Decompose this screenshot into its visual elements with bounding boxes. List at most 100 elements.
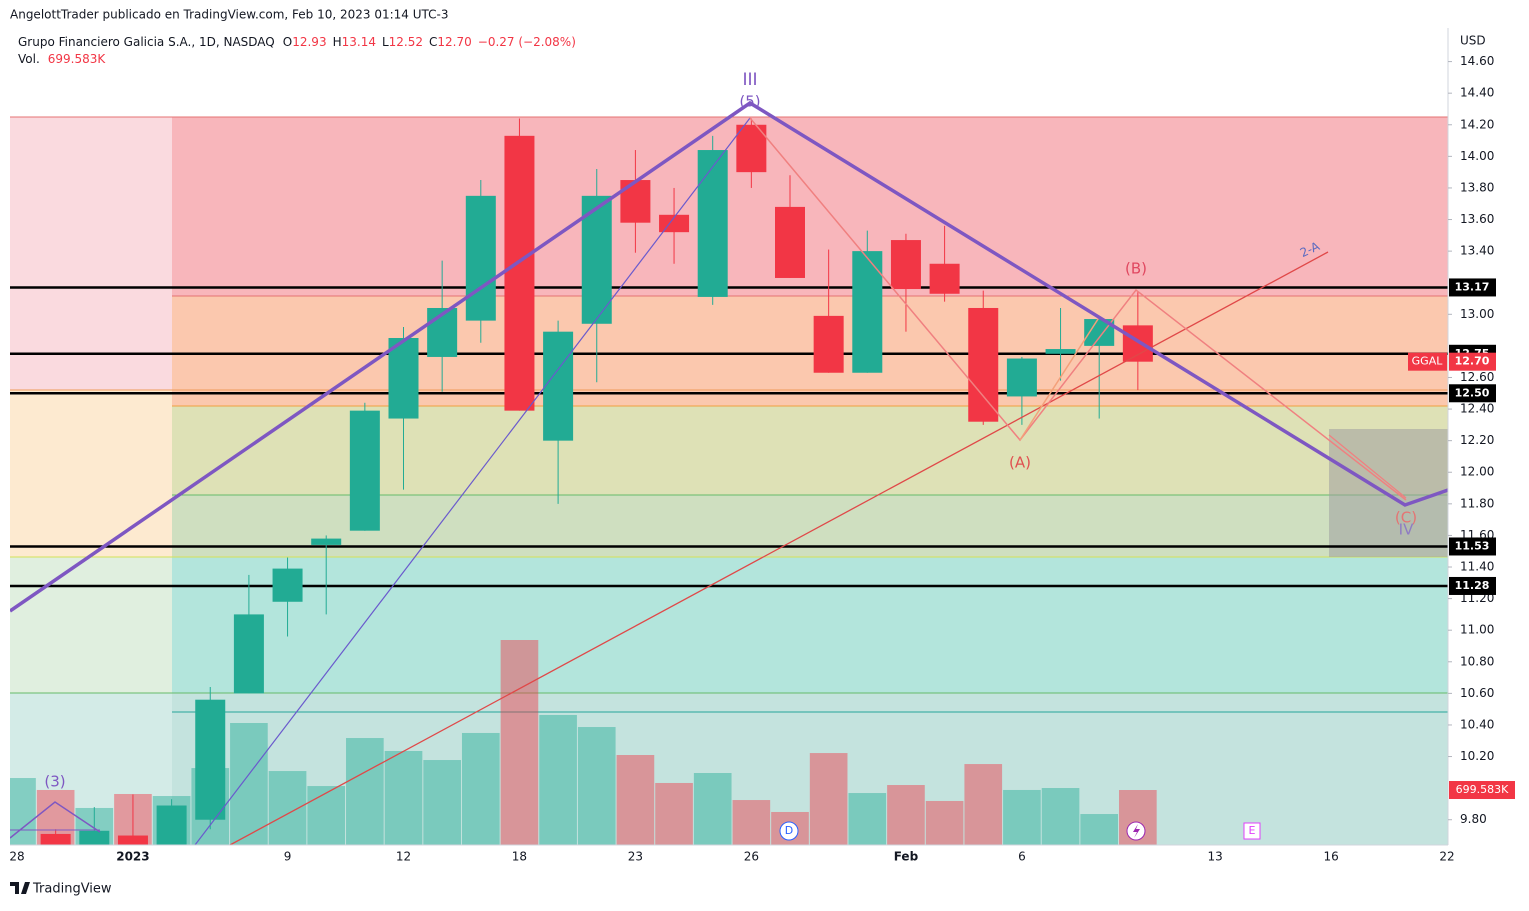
volume-bar xyxy=(1080,814,1119,845)
volume-bar xyxy=(1003,789,1041,845)
candle-body xyxy=(620,180,651,223)
volume-bar xyxy=(964,764,1003,845)
volume-bar xyxy=(925,800,964,845)
candle-body xyxy=(272,568,303,602)
zone xyxy=(10,390,172,557)
annotation: (3) xyxy=(44,773,65,791)
trend-line xyxy=(229,251,1329,845)
price-line-label: 11.28 xyxy=(1455,579,1490,592)
candle-body xyxy=(311,538,342,545)
y-tick-label: 12.00 xyxy=(1460,465,1494,479)
ohlc-value: 12.70 xyxy=(437,35,471,49)
y-tick-label: 14.00 xyxy=(1460,149,1494,163)
y-tick-label: 9.80 xyxy=(1460,812,1487,826)
x-tick-label: 28 xyxy=(9,850,24,864)
price-line-box xyxy=(1449,384,1496,403)
fib-zones xyxy=(10,116,1448,845)
volume-bar xyxy=(809,753,848,845)
elliott-line xyxy=(10,100,1448,613)
candle-body xyxy=(775,206,805,278)
volume-bar xyxy=(384,750,423,845)
volume-bar xyxy=(577,727,616,845)
y-tick-label: 10.40 xyxy=(1460,717,1494,731)
candle-body xyxy=(465,195,496,321)
symbol-label: GGAL xyxy=(1412,355,1444,368)
volume-bar xyxy=(307,786,346,845)
ohlc-value: 13.14 xyxy=(342,35,376,49)
ohlc-value: 12.52 xyxy=(389,35,423,49)
volume-bar xyxy=(268,771,307,845)
volume-bar xyxy=(539,714,577,845)
candle-body xyxy=(40,833,71,845)
y-tick-label: 13.00 xyxy=(1460,307,1494,321)
price-line-label: 13.17 xyxy=(1455,280,1490,293)
brand: TradingView xyxy=(10,882,112,897)
volume-bar xyxy=(848,793,887,845)
candle-body xyxy=(890,240,921,290)
price-line-label: 11.53 xyxy=(1455,539,1490,552)
axis-layer: 9.8010.2010.4010.6010.8011.0011.2011.401… xyxy=(9,54,1515,864)
volume-name: Vol. xyxy=(18,52,40,66)
x-tick-label: Feb xyxy=(894,850,919,864)
candle-body xyxy=(388,337,419,419)
volume-bar xyxy=(1041,788,1080,845)
annotation: (A) xyxy=(1009,454,1031,472)
ohlc-value: 12.93 xyxy=(292,35,326,49)
brand-logo xyxy=(10,882,30,894)
y-tick-label: 13.40 xyxy=(1460,244,1494,258)
annotation: IV xyxy=(1399,521,1414,539)
y-tick-label: 14.60 xyxy=(1460,54,1494,68)
ohlc-change: −0.27 (−2.08%) xyxy=(478,35,576,49)
volume-label-box xyxy=(1449,781,1515,800)
y-tick-label: 13.80 xyxy=(1460,180,1494,194)
event-label: E xyxy=(1249,824,1256,837)
volume-bar xyxy=(423,760,461,845)
x-tick-label: 18 xyxy=(512,850,527,864)
price-line-box xyxy=(1449,576,1496,595)
volume-header: Vol. 699.583K xyxy=(18,52,106,66)
ohlc-key: O xyxy=(283,35,292,49)
event-marker[interactable] xyxy=(779,821,799,841)
volume-bar xyxy=(461,732,500,845)
x-tick-label: 22 xyxy=(1439,850,1454,864)
ohlc-key: L xyxy=(382,35,389,49)
zone xyxy=(10,557,172,693)
candle-body xyxy=(543,331,574,441)
price-axis xyxy=(1448,0,1529,870)
candle-body xyxy=(852,251,883,373)
candle-body xyxy=(504,135,535,411)
volume-bar xyxy=(655,782,693,845)
brand-name: TradingView xyxy=(32,882,112,897)
y-tick-label: 10.80 xyxy=(1460,654,1494,668)
x-tick-label: 23 xyxy=(628,850,643,864)
x-tick-label: 16 xyxy=(1323,850,1338,864)
y-tick-label: 12.20 xyxy=(1460,433,1494,447)
lightning-icon xyxy=(1133,824,1140,838)
volume-bar xyxy=(616,754,655,845)
volume-bar xyxy=(887,785,925,845)
event-marker[interactable] xyxy=(1243,822,1261,840)
wave-line xyxy=(1019,315,1101,441)
candle-body xyxy=(195,699,226,820)
trend-line xyxy=(194,117,751,845)
volume-bar xyxy=(732,800,771,845)
annotation: III xyxy=(742,70,757,90)
symbol: Grupo Financiero Galicia S.A., 1D, NASDA… xyxy=(18,35,275,49)
symbol-box xyxy=(1408,352,1447,371)
x-tick-label: 2023 xyxy=(116,850,149,864)
drawing xyxy=(10,801,101,839)
zone xyxy=(172,117,1448,296)
drawings xyxy=(10,100,1448,845)
volume-bar xyxy=(693,772,732,845)
candle-body xyxy=(1045,349,1076,354)
annotation: (B) xyxy=(1125,260,1147,278)
candle-body xyxy=(968,307,999,422)
x-tick-label: 6 xyxy=(1018,850,1026,864)
candle-body xyxy=(1122,325,1153,362)
volume-label: 699.583K xyxy=(1456,783,1509,796)
candle-body xyxy=(349,410,380,531)
wave-line xyxy=(749,117,1407,501)
candle-body xyxy=(156,805,187,845)
y-tick-label: 11.80 xyxy=(1460,496,1494,510)
